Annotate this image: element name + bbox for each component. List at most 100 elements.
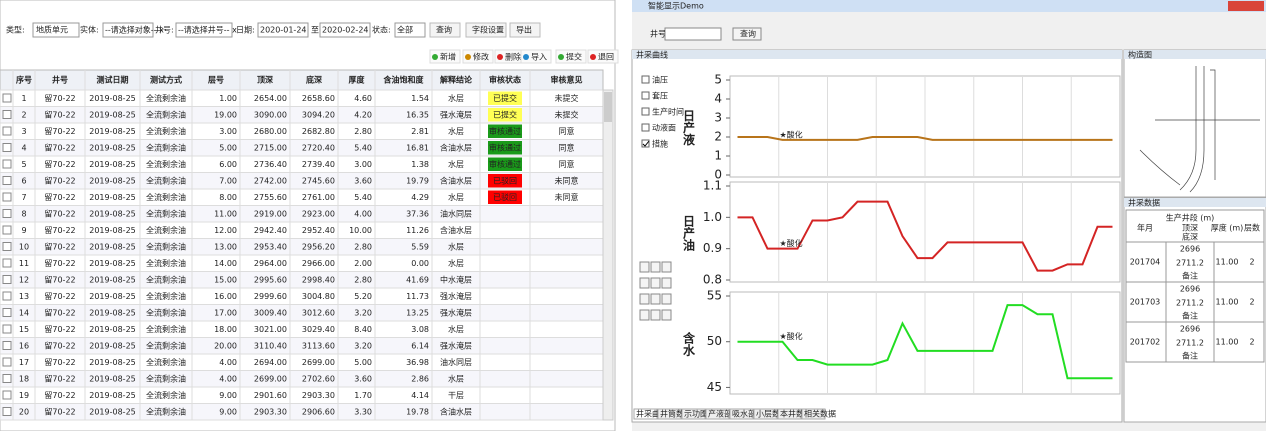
panel-header [1124, 198, 1266, 207]
date[interactable] [257, 22, 309, 38]
button[interactable] [429, 22, 461, 38]
row-checkbox[interactable] [2, 242, 12, 251]
tool-button[interactable] [650, 277, 661, 289]
row-checkbox[interactable] [2, 143, 12, 152]
toolbar-label[interactable]: 导入 [531, 53, 547, 62]
cell: 留70-22 [44, 258, 75, 268]
row-checkbox[interactable] [2, 341, 12, 350]
select[interactable] [175, 22, 233, 38]
tab-label[interactable]: 井筒数据 [660, 409, 692, 419]
checkbox[interactable] [641, 75, 650, 84]
checkbox[interactable] [641, 107, 650, 116]
close-button[interactable] [1228, 1, 1264, 11]
row-checkbox[interactable] [2, 159, 12, 169]
row-checkbox[interactable] [2, 192, 12, 202]
status-cell [488, 174, 522, 188]
select[interactable] [664, 27, 722, 41]
row-checkbox[interactable] [2, 176, 12, 185]
tab[interactable] [753, 408, 778, 420]
tab[interactable] [681, 408, 706, 420]
row-checkbox[interactable] [2, 324, 12, 334]
row-checkbox[interactable] [2, 390, 12, 400]
toolbar-button[interactable] [520, 49, 552, 64]
tab-label[interactable]: 示功图 [684, 409, 708, 419]
button-label[interactable]: 导出 [516, 25, 532, 35]
select[interactable] [102, 22, 154, 38]
row-checkbox[interactable] [2, 93, 12, 103]
row-checkbox[interactable] [2, 110, 12, 119]
tool-button[interactable] [639, 261, 650, 273]
button[interactable] [465, 22, 507, 38]
tab[interactable] [705, 408, 730, 420]
checkbox[interactable] [641, 123, 650, 132]
row-checkbox[interactable] [2, 291, 12, 301]
row-checkbox[interactable] [2, 258, 12, 268]
tab[interactable] [633, 408, 658, 420]
cell: 强水淹层 [440, 341, 472, 351]
row-checkbox[interactable] [2, 126, 12, 136]
toolbar-button[interactable] [555, 49, 587, 64]
row-checkbox[interactable] [2, 209, 12, 218]
tab-label[interactable]: 井采曲线 [636, 409, 668, 419]
toolbar-label[interactable]: 修改 [473, 52, 489, 62]
toolbar-button[interactable] [462, 49, 494, 64]
row-checkbox[interactable] [2, 275, 12, 284]
tool-button[interactable] [661, 261, 672, 273]
tab[interactable] [777, 408, 802, 420]
toolbar-button[interactable] [429, 49, 461, 64]
tool-button[interactable] [639, 309, 650, 321]
tab-label[interactable]: 小层数据 [756, 409, 788, 419]
tab-label[interactable]: 本井数据 [780, 409, 812, 419]
row-checkbox[interactable] [2, 407, 12, 416]
tool-button[interactable] [639, 293, 650, 305]
tool-button[interactable] [650, 261, 661, 273]
tab[interactable] [729, 408, 754, 420]
tab-label[interactable]: 吸水剖面 [732, 409, 764, 419]
checkbox-label[interactable]: 油压 [652, 75, 668, 85]
tab[interactable] [801, 408, 826, 420]
tool-button[interactable] [661, 277, 672, 289]
toolbar-label[interactable]: 新增 [440, 52, 456, 62]
tool-button[interactable] [661, 293, 672, 305]
toolbar-label[interactable]: 提交 [566, 52, 582, 62]
scrollbar[interactable] [602, 89, 614, 421]
toolbar-button[interactable] [587, 49, 619, 64]
title-bar [632, 0, 1266, 12]
date[interactable] [319, 22, 371, 38]
cell: 16 [19, 342, 29, 351]
scroll-thumb[interactable] [604, 92, 612, 122]
tool-button[interactable] [650, 293, 661, 305]
y-tick-label: 45 [707, 380, 722, 394]
checkbox-label[interactable]: 生产时间 [652, 107, 684, 117]
tab-label[interactable]: 相关数据 [804, 409, 836, 419]
button[interactable] [732, 27, 762, 41]
checkbox-label[interactable]: 动液面 [652, 123, 676, 133]
button-label[interactable]: 字段设置 [472, 25, 504, 35]
cell: 16.81 [406, 144, 429, 153]
button-label[interactable]: 查询 [436, 25, 452, 35]
tool-button[interactable] [639, 277, 650, 289]
checkbox[interactable] [641, 91, 650, 100]
row-checkbox[interactable] [2, 225, 12, 235]
checkbox-label[interactable]: 套压 [652, 91, 668, 101]
checkbox-label[interactable]: 措施 [652, 139, 668, 149]
toolbar-label[interactable]: 退回 [598, 53, 614, 62]
checkbox[interactable] [641, 139, 650, 148]
tab-label[interactable]: 产液剖面 [708, 409, 740, 419]
row-checkbox[interactable] [2, 308, 12, 317]
toolbar-label[interactable]: 删除 [505, 52, 521, 62]
select[interactable] [394, 22, 426, 38]
cell: 审核通过 [489, 143, 521, 153]
select[interactable] [32, 22, 80, 38]
cell: 10.00 [349, 226, 372, 235]
button-label[interactable]: 查询 [740, 29, 756, 39]
tool-button[interactable] [661, 309, 672, 321]
cell: 留70-22 [44, 407, 75, 417]
column-header: 审核状态 [489, 75, 521, 85]
tab[interactable] [657, 408, 682, 420]
cell: 2019-08-25 [89, 160, 136, 169]
row-checkbox[interactable] [2, 357, 12, 367]
tool-button[interactable] [650, 309, 661, 321]
button[interactable] [509, 22, 541, 38]
row-checkbox[interactable] [2, 374, 12, 383]
